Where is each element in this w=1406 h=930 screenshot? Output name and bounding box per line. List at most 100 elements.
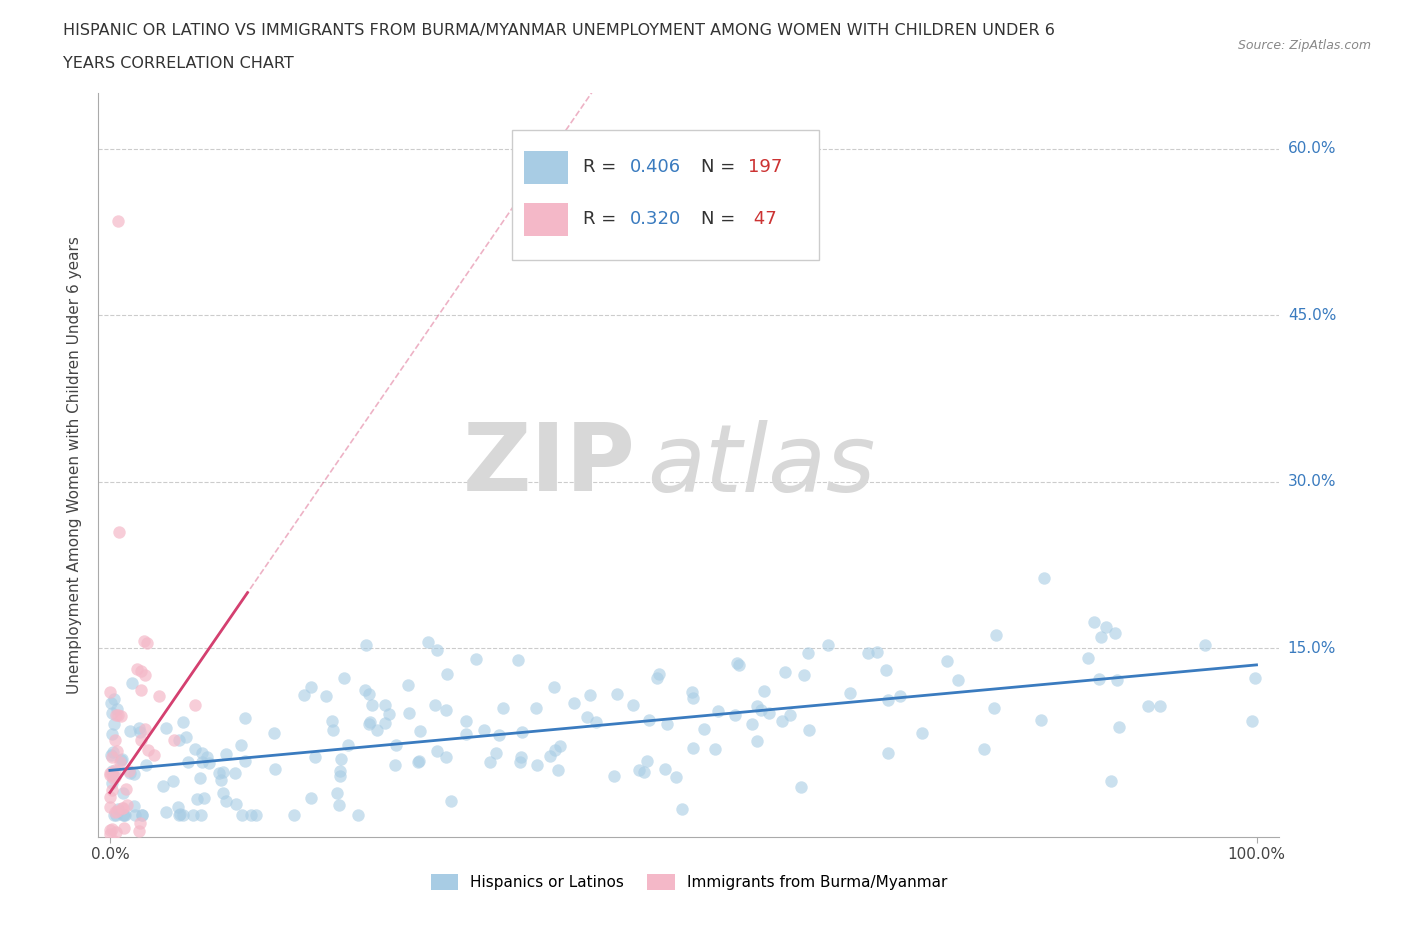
Point — [911, 726, 934, 741]
Point — [799, 723, 821, 737]
Point — [426, 743, 449, 758]
Point — [876, 746, 898, 761]
Point — [148, 688, 170, 703]
Point — [197, 756, 219, 771]
Point — [110, 841, 132, 856]
Point — [322, 723, 344, 737]
Point — [98, 790, 121, 804]
Text: 197: 197 — [748, 158, 782, 177]
Point — [973, 741, 995, 756]
Point — [103, 717, 125, 732]
Point — [169, 807, 191, 822]
Point — [110, 754, 132, 769]
Point — [155, 721, 177, 736]
Point — [101, 764, 124, 778]
Point — [104, 733, 127, 748]
Point — [299, 680, 322, 695]
Point — [107, 801, 129, 816]
Point — [155, 804, 177, 819]
Point — [188, 771, 211, 786]
Point — [856, 645, 879, 660]
Point — [839, 685, 862, 700]
Point — [354, 638, 377, 653]
Point — [329, 764, 352, 778]
Point — [129, 733, 152, 748]
Point — [233, 753, 256, 768]
Point — [889, 689, 911, 704]
Point — [100, 748, 122, 763]
Point — [354, 683, 377, 698]
Point — [1136, 699, 1159, 714]
Point — [1083, 614, 1105, 629]
Point — [127, 662, 149, 677]
Point — [747, 699, 769, 714]
Point — [665, 769, 688, 784]
Point — [406, 755, 429, 770]
Point — [114, 807, 136, 822]
Point — [118, 764, 141, 778]
Point — [585, 715, 607, 730]
Point — [645, 671, 668, 685]
Point — [434, 750, 457, 764]
Point — [177, 754, 200, 769]
Point — [101, 822, 124, 837]
Point — [208, 765, 231, 780]
Text: 47: 47 — [748, 210, 776, 229]
Point — [136, 635, 159, 650]
Point — [330, 751, 353, 766]
Point — [101, 776, 124, 790]
Point — [191, 755, 214, 770]
Point — [1099, 773, 1122, 788]
Point — [169, 732, 191, 747]
Point — [117, 798, 139, 813]
Point — [773, 664, 796, 679]
Point — [638, 713, 661, 728]
Point — [100, 765, 122, 780]
Point — [105, 744, 128, 759]
Point — [98, 800, 121, 815]
Point — [190, 807, 212, 822]
Point — [1088, 671, 1111, 686]
Point — [103, 833, 125, 848]
Point — [465, 651, 488, 666]
Point — [100, 696, 122, 711]
Point — [131, 807, 153, 822]
Point — [396, 677, 419, 692]
Point — [648, 666, 671, 681]
Point — [100, 750, 122, 764]
Point — [110, 752, 132, 767]
Point — [329, 768, 352, 783]
Text: R =: R = — [582, 158, 621, 177]
Point — [703, 742, 725, 757]
Point — [526, 757, 548, 772]
Point — [346, 807, 368, 822]
Point — [107, 213, 129, 228]
Point — [543, 680, 565, 695]
Text: 30.0%: 30.0% — [1288, 474, 1336, 489]
Point — [876, 692, 898, 707]
Point — [770, 713, 793, 728]
Point — [485, 746, 508, 761]
Point — [184, 698, 207, 712]
Point — [425, 643, 447, 658]
Point — [357, 717, 380, 732]
Point — [105, 804, 128, 818]
Point — [304, 749, 326, 764]
Y-axis label: Unemployment Among Women with Children Under 6 years: Unemployment Among Women with Children U… — [67, 236, 83, 694]
Point — [111, 807, 134, 822]
Point — [111, 841, 134, 856]
Point — [211, 785, 233, 800]
Point — [749, 703, 772, 718]
Point — [131, 807, 153, 822]
Text: YEARS CORRELATION CHART: YEARS CORRELATION CHART — [63, 56, 294, 71]
Point — [129, 663, 152, 678]
Legend: Hispanics or Latinos, Immigrants from Burma/Myanmar: Hispanics or Latinos, Immigrants from Bu… — [425, 868, 953, 897]
Point — [118, 765, 141, 780]
Point — [621, 698, 644, 712]
Point — [745, 733, 768, 748]
Point — [627, 763, 650, 777]
Point — [104, 804, 127, 819]
Point — [758, 706, 780, 721]
Point — [1149, 698, 1171, 713]
Point — [378, 707, 401, 722]
